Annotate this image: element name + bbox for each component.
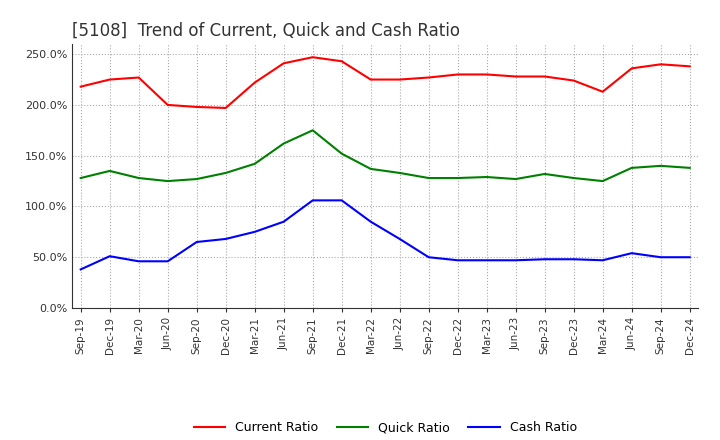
Cash Ratio bbox=[76, 267, 85, 272]
Cash Ratio bbox=[279, 219, 288, 224]
Cash Ratio bbox=[657, 255, 665, 260]
Cash Ratio bbox=[105, 253, 114, 259]
Cash Ratio bbox=[454, 258, 462, 263]
Line: Cash Ratio: Cash Ratio bbox=[81, 200, 690, 269]
Quick Ratio bbox=[163, 179, 172, 184]
Quick Ratio bbox=[541, 171, 549, 176]
Quick Ratio bbox=[221, 170, 230, 176]
Quick Ratio bbox=[76, 176, 85, 181]
Quick Ratio bbox=[135, 176, 143, 181]
Current Ratio bbox=[424, 75, 433, 80]
Cash Ratio bbox=[366, 219, 375, 224]
Current Ratio bbox=[251, 80, 259, 85]
Current Ratio bbox=[338, 59, 346, 64]
Quick Ratio bbox=[482, 174, 491, 180]
Current Ratio bbox=[163, 102, 172, 107]
Text: [5108]  Trend of Current, Quick and Cash Ratio: [5108] Trend of Current, Quick and Cash … bbox=[72, 22, 460, 40]
Quick Ratio bbox=[192, 176, 201, 182]
Cash Ratio bbox=[424, 255, 433, 260]
Quick Ratio bbox=[366, 166, 375, 172]
Current Ratio bbox=[627, 66, 636, 71]
Current Ratio bbox=[657, 62, 665, 67]
Current Ratio bbox=[570, 78, 578, 83]
Cash Ratio bbox=[598, 258, 607, 263]
Current Ratio bbox=[135, 75, 143, 80]
Quick Ratio bbox=[279, 141, 288, 146]
Current Ratio bbox=[279, 61, 288, 66]
Current Ratio bbox=[482, 72, 491, 77]
Current Ratio bbox=[395, 77, 404, 82]
Cash Ratio bbox=[482, 258, 491, 263]
Cash Ratio bbox=[338, 198, 346, 203]
Current Ratio bbox=[192, 104, 201, 110]
Cash Ratio bbox=[192, 239, 201, 245]
Cash Ratio bbox=[570, 257, 578, 262]
Cash Ratio bbox=[251, 229, 259, 235]
Cash Ratio bbox=[395, 236, 404, 242]
Quick Ratio bbox=[657, 163, 665, 169]
Current Ratio bbox=[308, 55, 317, 60]
Quick Ratio bbox=[570, 176, 578, 181]
Cash Ratio bbox=[163, 259, 172, 264]
Line: Quick Ratio: Quick Ratio bbox=[81, 130, 690, 181]
Current Ratio bbox=[105, 77, 114, 82]
Current Ratio bbox=[76, 84, 85, 89]
Quick Ratio bbox=[511, 176, 520, 182]
Cash Ratio bbox=[541, 257, 549, 262]
Quick Ratio bbox=[395, 170, 404, 176]
Quick Ratio bbox=[424, 176, 433, 181]
Cash Ratio bbox=[511, 258, 520, 263]
Current Ratio bbox=[366, 77, 375, 82]
Quick Ratio bbox=[338, 151, 346, 156]
Current Ratio bbox=[685, 64, 694, 69]
Quick Ratio bbox=[627, 165, 636, 171]
Cash Ratio bbox=[627, 250, 636, 256]
Cash Ratio bbox=[135, 259, 143, 264]
Current Ratio bbox=[598, 89, 607, 94]
Current Ratio bbox=[221, 105, 230, 110]
Quick Ratio bbox=[105, 168, 114, 173]
Quick Ratio bbox=[685, 165, 694, 171]
Current Ratio bbox=[454, 72, 462, 77]
Quick Ratio bbox=[308, 128, 317, 133]
Cash Ratio bbox=[685, 255, 694, 260]
Current Ratio bbox=[541, 74, 549, 79]
Cash Ratio bbox=[308, 198, 317, 203]
Quick Ratio bbox=[598, 179, 607, 184]
Quick Ratio bbox=[251, 161, 259, 166]
Current Ratio bbox=[511, 74, 520, 79]
Legend: Current Ratio, Quick Ratio, Cash Ratio: Current Ratio, Quick Ratio, Cash Ratio bbox=[189, 416, 582, 439]
Line: Current Ratio: Current Ratio bbox=[81, 57, 690, 108]
Quick Ratio bbox=[454, 176, 462, 181]
Cash Ratio bbox=[221, 236, 230, 242]
